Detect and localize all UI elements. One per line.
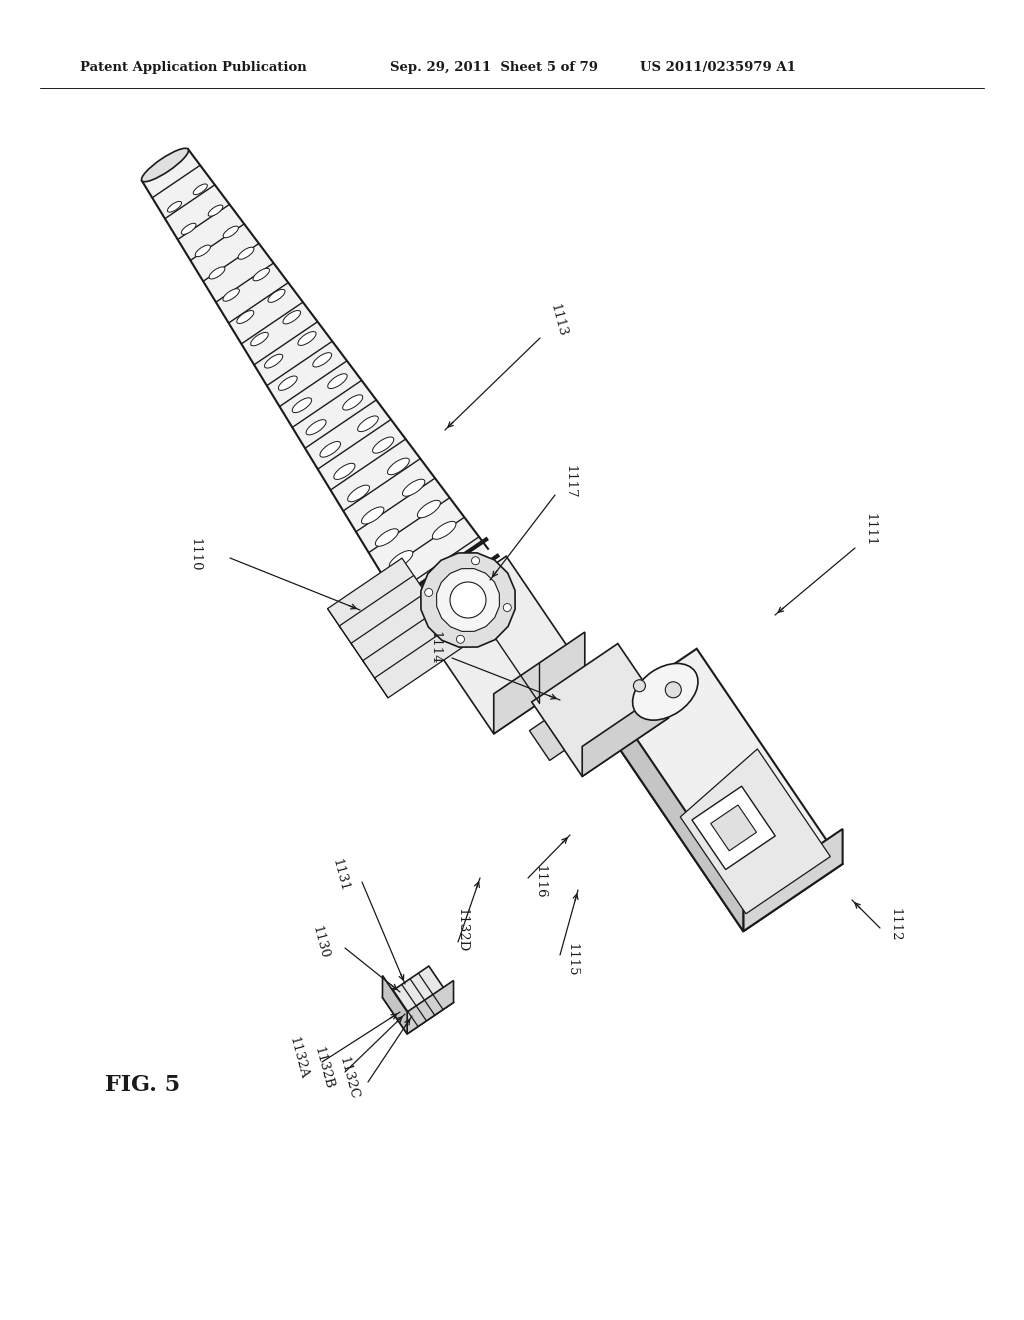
Ellipse shape [432, 521, 456, 540]
Text: 1116: 1116 [534, 865, 547, 899]
Polygon shape [436, 569, 500, 631]
Ellipse shape [387, 458, 410, 475]
Ellipse shape [357, 416, 378, 432]
Ellipse shape [298, 331, 316, 346]
Ellipse shape [251, 333, 268, 346]
Ellipse shape [343, 395, 362, 411]
Ellipse shape [238, 247, 254, 259]
Ellipse shape [389, 550, 413, 569]
Polygon shape [415, 556, 585, 734]
Text: 1132D: 1132D [456, 908, 469, 952]
Circle shape [457, 635, 465, 643]
Circle shape [666, 682, 681, 698]
Text: FIG. 5: FIG. 5 [105, 1074, 180, 1096]
Polygon shape [711, 805, 757, 851]
Circle shape [425, 589, 433, 597]
Text: Patent Application Publication: Patent Application Publication [80, 62, 307, 74]
Ellipse shape [348, 486, 370, 502]
Polygon shape [597, 681, 743, 932]
Ellipse shape [209, 267, 225, 279]
Polygon shape [142, 149, 488, 607]
Polygon shape [408, 981, 454, 1034]
Circle shape [503, 603, 511, 611]
Text: 1114: 1114 [428, 631, 441, 665]
Ellipse shape [361, 507, 384, 524]
Ellipse shape [237, 310, 254, 323]
Polygon shape [383, 975, 408, 1034]
Polygon shape [362, 610, 451, 681]
Ellipse shape [418, 500, 440, 517]
Text: 1131: 1131 [330, 857, 350, 892]
Ellipse shape [208, 205, 223, 216]
Circle shape [471, 557, 479, 565]
Ellipse shape [268, 289, 285, 302]
Ellipse shape [168, 202, 181, 213]
Ellipse shape [264, 354, 283, 368]
Polygon shape [383, 966, 454, 1034]
Polygon shape [328, 558, 416, 628]
Text: 1113: 1113 [548, 302, 568, 338]
Text: 1132B: 1132B [311, 1045, 335, 1090]
Ellipse shape [402, 479, 425, 496]
Ellipse shape [312, 352, 332, 367]
Text: 1111: 1111 [863, 513, 877, 546]
Polygon shape [351, 593, 439, 663]
Text: US 2011/0235979 A1: US 2011/0235979 A1 [640, 62, 796, 74]
Ellipse shape [334, 463, 355, 479]
Polygon shape [494, 632, 585, 734]
Polygon shape [743, 829, 843, 932]
Polygon shape [531, 644, 669, 776]
Text: 1130: 1130 [309, 924, 331, 960]
Ellipse shape [253, 268, 269, 281]
Polygon shape [597, 648, 843, 932]
Ellipse shape [223, 289, 240, 301]
Text: 1132A: 1132A [286, 1035, 310, 1081]
Text: 1132C: 1132C [336, 1055, 360, 1101]
Polygon shape [529, 721, 564, 760]
Polygon shape [421, 553, 515, 647]
Ellipse shape [306, 420, 326, 434]
Ellipse shape [194, 183, 207, 194]
Polygon shape [339, 576, 427, 645]
Ellipse shape [223, 226, 239, 238]
Ellipse shape [196, 246, 211, 256]
Polygon shape [680, 748, 830, 913]
Circle shape [450, 582, 486, 618]
Polygon shape [583, 688, 669, 776]
Circle shape [634, 680, 645, 692]
Ellipse shape [376, 529, 398, 546]
Ellipse shape [328, 374, 347, 388]
Ellipse shape [633, 664, 698, 721]
Text: 1110: 1110 [188, 539, 202, 572]
Text: 1115: 1115 [565, 944, 579, 977]
Text: 1112: 1112 [889, 908, 901, 941]
Text: Sep. 29, 2011  Sheet 5 of 79: Sep. 29, 2011 Sheet 5 of 79 [390, 62, 598, 74]
Text: 1117: 1117 [563, 465, 577, 499]
Ellipse shape [373, 437, 394, 453]
Ellipse shape [279, 376, 297, 391]
Ellipse shape [319, 441, 341, 457]
Ellipse shape [181, 223, 196, 235]
Ellipse shape [292, 397, 311, 413]
Ellipse shape [283, 310, 301, 323]
Ellipse shape [141, 148, 188, 182]
Polygon shape [692, 787, 775, 870]
Polygon shape [375, 627, 463, 698]
